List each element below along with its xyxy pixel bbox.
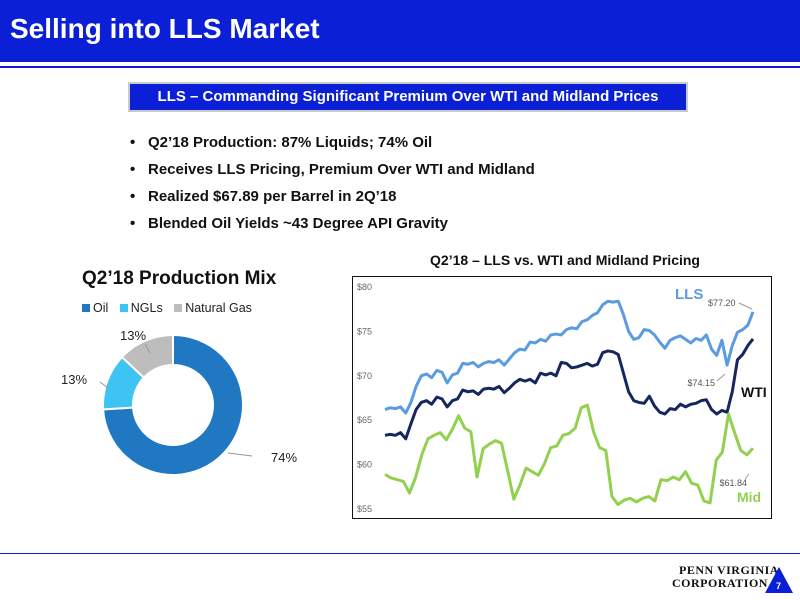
- donut-data-label: 74%: [271, 450, 297, 465]
- end-value-label-lls: $77.20: [708, 298, 736, 308]
- y-tick-label: $60: [357, 460, 372, 470]
- donut-chart-title: Q2’18 Production Mix: [82, 268, 277, 289]
- end-value-label-wti: $74.15: [687, 378, 715, 388]
- company-logo-text-line1: PENN VIRGINIA: [679, 563, 779, 577]
- donut-leader-line: [227, 452, 253, 457]
- headline-banner-text: LLS – Commanding Significant Premium Ove…: [157, 88, 659, 105]
- legend-label-ngls: NGLs: [130, 301, 163, 315]
- title-bar: Selling into LLS Market: [0, 0, 800, 62]
- line-chart-title: Q2’18 – LLS vs. WTI and Midland Pricing: [430, 252, 700, 268]
- donut-data-label: 13%: [61, 372, 87, 387]
- bullet-dot-icon: •: [130, 188, 136, 205]
- line-chart-frame: $55 $60 $65 $70 $75 $80 LLS $77.20 WTI $74.15 Mid $…: [352, 276, 772, 519]
- company-logo-triangle-icon: [765, 567, 793, 593]
- legend-swatch-natural-gas: [174, 304, 183, 312]
- series-name-label-mid: Mid: [737, 489, 761, 505]
- bullet-list: • Q2’18 Production: 87% Liquids; 74% Oil …: [130, 134, 535, 242]
- legend-item-natural-gas: Natural Gas: [174, 301, 252, 315]
- end-value-leader-line: [738, 302, 753, 310]
- donut-slice-oil: [102, 333, 244, 476]
- legend-item-ngls: NGLs: [119, 301, 163, 315]
- bullet-text: Realized $67.89 per Barrel in 2Q’18: [148, 188, 397, 205]
- legend-label-oil: Oil: [93, 301, 109, 315]
- donut-leader-line: [144, 343, 151, 354]
- bullet-text: Receives LLS Pricing, Premium Over WTI a…: [148, 161, 535, 178]
- series-line-lls: [384, 299, 755, 415]
- y-tick-label: $55: [357, 504, 372, 514]
- page-number: 7: [776, 581, 782, 591]
- donut-chart: 74% 13% 13%: [61, 328, 297, 476]
- series-name-label-wti: WTI: [741, 384, 767, 400]
- bullet-dot-icon: •: [130, 134, 136, 151]
- end-value-leader-line: [716, 373, 726, 382]
- series-line-mid: [384, 403, 755, 507]
- bullet-item: • Realized $67.89 per Barrel in 2Q’18: [130, 188, 535, 215]
- legend-label-natural-gas: Natural Gas: [185, 301, 252, 315]
- end-value-label-mid: $61.84: [719, 478, 747, 488]
- donut-legend: Oil NGLs Natural Gas: [82, 301, 260, 315]
- bullet-item: • Receives LLS Pricing, Premium Over WTI …: [130, 161, 535, 188]
- bullet-item: • Blended Oil Yields ~43 Degree API Gravi…: [130, 215, 535, 242]
- y-tick-label: $75: [357, 326, 372, 336]
- bullet-dot-icon: •: [130, 161, 136, 178]
- series-line-wti: [384, 338, 755, 441]
- donut-slice-natural-gas: [120, 333, 174, 380]
- company-logo-text-line2: CORPORATION: [672, 576, 768, 590]
- end-value-leader-line: [744, 473, 750, 480]
- series-name-label-lls: LLS: [675, 286, 703, 303]
- legend-item-oil: Oil: [82, 301, 108, 315]
- legend-swatch-ngls: [119, 304, 128, 312]
- bullet-item: • Q2’18 Production: 87% Liquids; 74% Oil: [130, 134, 535, 161]
- title-divider: [0, 66, 800, 68]
- y-tick-label: $65: [357, 415, 372, 425]
- slide-title: Selling into LLS Market: [10, 13, 320, 44]
- bullet-text: Q2’18 Production: 87% Liquids; 74% Oil: [148, 134, 433, 151]
- bullet-dot-icon: •: [130, 215, 136, 232]
- donut-data-label: 13%: [120, 328, 146, 343]
- headline-banner: LLS – Commanding Significant Premium Ove…: [128, 82, 688, 112]
- y-tick-label: $70: [357, 371, 372, 381]
- legend-swatch-oil: [82, 304, 90, 312]
- bullet-text: Blended Oil Yields ~43 Degree API Gravit…: [148, 215, 448, 232]
- donut-leader-line: [99, 381, 109, 389]
- footer-divider: [0, 553, 800, 554]
- y-tick-label: $80: [357, 282, 372, 292]
- line-chart: $55 $60 $65 $70 $75 $80 LLS $77.20 WTI $74.15 Mid$…: [357, 282, 767, 514]
